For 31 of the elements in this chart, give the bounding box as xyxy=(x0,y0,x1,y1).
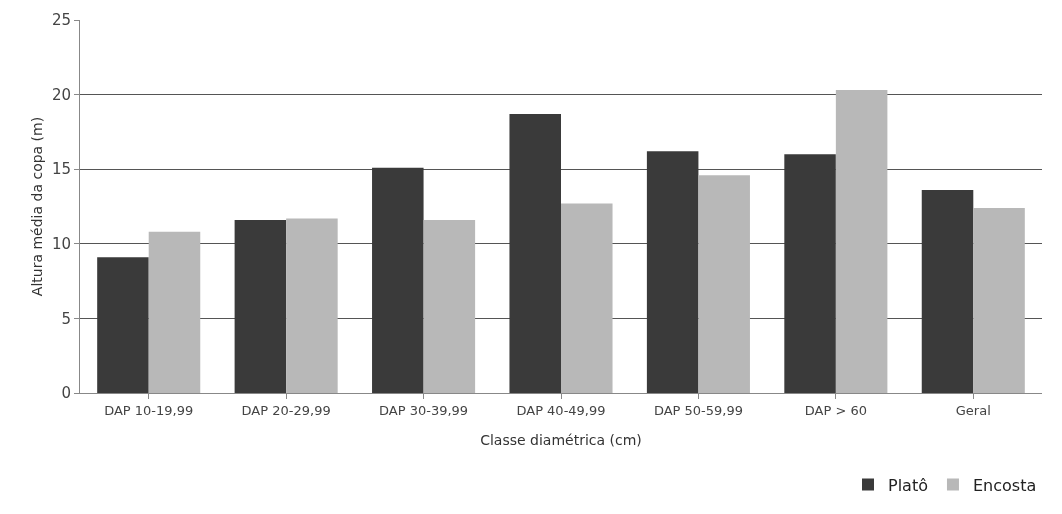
bar xyxy=(835,90,888,393)
bar xyxy=(784,154,836,393)
bar xyxy=(973,207,1025,393)
bar xyxy=(423,219,476,393)
bar xyxy=(698,175,750,393)
x-tick-label: DAP 20-29,99 xyxy=(241,402,331,418)
x-tick-label: DAP 50-59,99 xyxy=(653,402,743,418)
y-tick-label: 25 xyxy=(51,11,71,30)
bar xyxy=(286,218,338,393)
x-tick-label: DAP 30-39,99 xyxy=(379,402,469,418)
bar xyxy=(646,151,699,393)
bar xyxy=(561,203,613,393)
y-tick-label: 0 xyxy=(61,384,71,403)
x-tick-label: DAP 10-19,99 xyxy=(104,402,194,418)
x-tick-label: Geral xyxy=(955,402,991,418)
y-tick-label: 20 xyxy=(51,85,71,104)
x-tick-label: DAP 40-49,99 xyxy=(516,402,606,418)
y-tick-label: 5 xyxy=(61,309,71,328)
bar xyxy=(509,114,561,393)
y-tick-label: 15 xyxy=(51,160,71,179)
legend-label: Platô xyxy=(888,475,928,495)
bar xyxy=(97,257,149,393)
bar xyxy=(921,190,974,393)
bar xyxy=(148,231,201,393)
legend-label: Encosta xyxy=(972,475,1037,495)
x-axis-title: Classe diamétrica (cm) xyxy=(480,432,642,448)
y-tick-label: 10 xyxy=(51,235,71,254)
y-axis-title: Altura média da copa (m) xyxy=(29,116,45,297)
bar xyxy=(372,167,424,393)
bar xyxy=(234,219,287,393)
x-tick-label: DAP > 60 xyxy=(804,402,867,418)
